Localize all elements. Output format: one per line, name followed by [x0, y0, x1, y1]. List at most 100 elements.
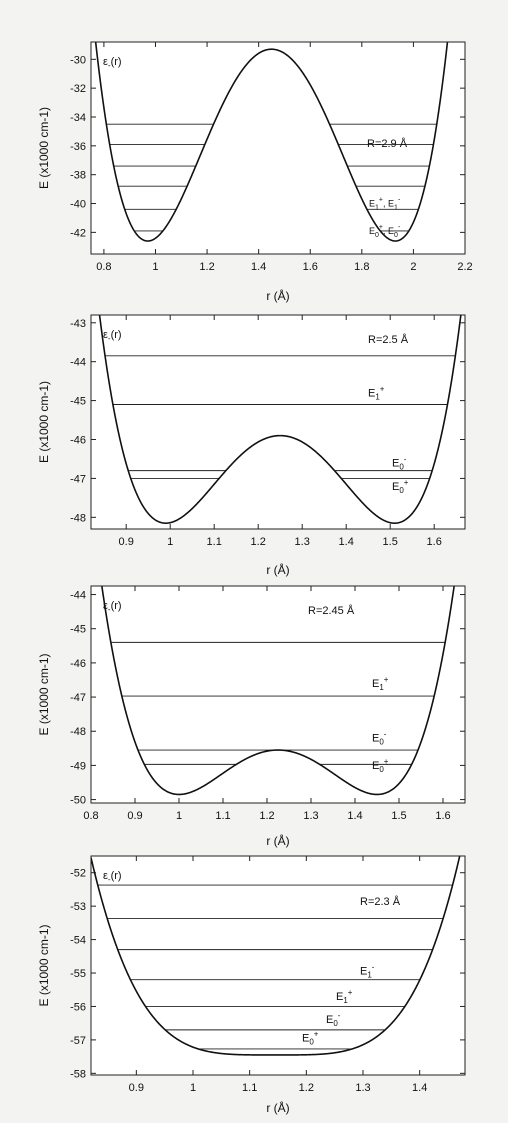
x-tick-label: 1.1: [207, 536, 222, 548]
level-label-part: +: [314, 1030, 319, 1039]
x-tick-label: 1.1: [242, 1082, 257, 1094]
y-tick-label: -50: [70, 795, 86, 807]
level-label-part: 1: [367, 971, 372, 980]
x-tick-label: 1.2: [199, 261, 214, 273]
plot-area: [91, 42, 465, 254]
level-label-part: +: [384, 757, 389, 766]
y-tick-label: -38: [70, 170, 86, 182]
x-tick-label: 1.2: [259, 810, 274, 822]
level-label: E0+: [302, 1030, 319, 1047]
potential-curve: [94, 42, 449, 242]
parameter-label: R=2.5 Å: [368, 333, 409, 346]
curve-label-tail: (r): [111, 870, 122, 882]
x-tick-label: 1.4: [251, 261, 266, 273]
level-label-part: 0: [379, 737, 384, 746]
level-label: E0-: [392, 455, 407, 472]
x-tick-label: 1.6: [427, 536, 442, 548]
curve-label-base: ε: [103, 600, 108, 612]
level-label-part: 0: [375, 232, 379, 239]
curve-label-base: ε: [103, 870, 108, 882]
x-tick-label: 1.8: [354, 261, 369, 273]
energy-levels: [105, 355, 456, 479]
y-tick-label: -56: [70, 1001, 86, 1013]
curve-label: ε-(r): [103, 870, 122, 884]
plot-frame: [90, 855, 466, 1076]
level-label-part: -: [372, 963, 375, 972]
x-tick-label: 0.9: [119, 536, 134, 548]
x-tick-label: 1.3: [303, 810, 318, 822]
y-tick-label: -36: [70, 141, 86, 153]
level-label-part: -: [398, 224, 401, 231]
curve-label-tail: (r): [111, 329, 122, 341]
x-tick-label: 1: [152, 261, 158, 273]
y-tick-label: -44: [70, 357, 86, 369]
level-label: E1+: [368, 385, 385, 402]
y-tick-label: -30: [70, 54, 86, 66]
level-label-part: E: [372, 760, 379, 772]
plot-frame: [90, 585, 466, 804]
plot-area: [91, 586, 465, 803]
level-label-part: 1: [379, 683, 384, 692]
x-tick-label: 1.1: [215, 810, 230, 822]
curve-label-tail: (r): [111, 56, 122, 68]
level-label-part: +: [380, 385, 385, 394]
x-tick-label: 1.2: [251, 536, 266, 548]
parameter-label: R=2.9 Å: [367, 137, 408, 150]
curve-label-base: ε: [103, 329, 108, 341]
x-tick-label: 1.3: [355, 1082, 370, 1094]
level-label-part: E: [360, 966, 367, 978]
y-tick-label: -54: [70, 935, 86, 947]
chart-panel-c: 0.8 0.9 1 1.1 1.2 1.3 1.4 1.5 1.6 -50 -49 -48 -47 -46…: [37, 585, 466, 848]
level-label-part: +: [404, 478, 409, 487]
y-axis-title: E (x1000 cm-1): [37, 653, 51, 735]
potential-curve: [101, 586, 455, 796]
curve-label-base: ε: [103, 56, 108, 68]
x-tick-label: 0.8: [96, 261, 111, 273]
x-tick-label: 2.2: [457, 261, 472, 273]
x-tick-label: 1: [167, 536, 173, 548]
y-tick-label: -47: [70, 692, 86, 704]
level-label: E0-: [372, 729, 387, 746]
y-tick-label: -32: [70, 83, 86, 95]
potential-curve: [98, 315, 462, 524]
level-label-part: 1: [394, 204, 398, 211]
parameter-label: R=2.45 Å: [308, 604, 355, 617]
level-label-part: 0: [399, 486, 404, 495]
x-tick-label: 1.6: [435, 810, 450, 822]
chart-panel-b: 0.9 1 1.1 1.2 1.3 1.4 1.5 1.6 -48 -47 -46 -45 -44 -43…: [37, 314, 466, 577]
plot-area: [91, 315, 465, 529]
x-tick-label: 0.9: [129, 1082, 144, 1094]
curve-label-sub: -: [108, 605, 111, 614]
level-label-part: -: [404, 455, 407, 464]
level-label: E0+: [372, 757, 389, 774]
y-tick-label: -46: [70, 658, 86, 670]
level-label-part: E: [368, 388, 375, 400]
level-label: E1+: [336, 988, 353, 1005]
energy-levels: [106, 123, 437, 232]
x-tick-label: 1: [190, 1082, 196, 1094]
y-tick-label: -34: [70, 112, 86, 124]
level-label: E0+, E0-: [369, 224, 401, 239]
level-label-part: -: [384, 729, 387, 738]
y-tick-label: -52: [70, 868, 86, 880]
level-label-part: 0: [394, 232, 398, 239]
curve-label-sub: -: [108, 875, 111, 884]
level-label-part: E: [326, 1014, 333, 1026]
y-tick-label: -42: [70, 227, 86, 239]
x-tick-label: 1.5: [391, 810, 406, 822]
y-tick-label: -47: [70, 473, 86, 485]
x-tick-label: 2: [410, 261, 416, 273]
level-label-part: +: [379, 196, 383, 203]
y-tick-label: -43: [70, 318, 86, 330]
y-tick-label: -45: [70, 624, 86, 636]
x-axis-title: r (Å): [266, 833, 289, 848]
level-label-part: , E: [383, 198, 394, 208]
x-tick-label: 1.5: [383, 536, 398, 548]
y-tick-label: -48: [70, 726, 86, 738]
y-tick-label: -58: [70, 1068, 86, 1080]
y-tick-label: -49: [70, 760, 86, 772]
level-label: E0+: [392, 478, 409, 495]
x-tick-label: 1.4: [347, 810, 362, 822]
plot-frame: [90, 314, 466, 530]
